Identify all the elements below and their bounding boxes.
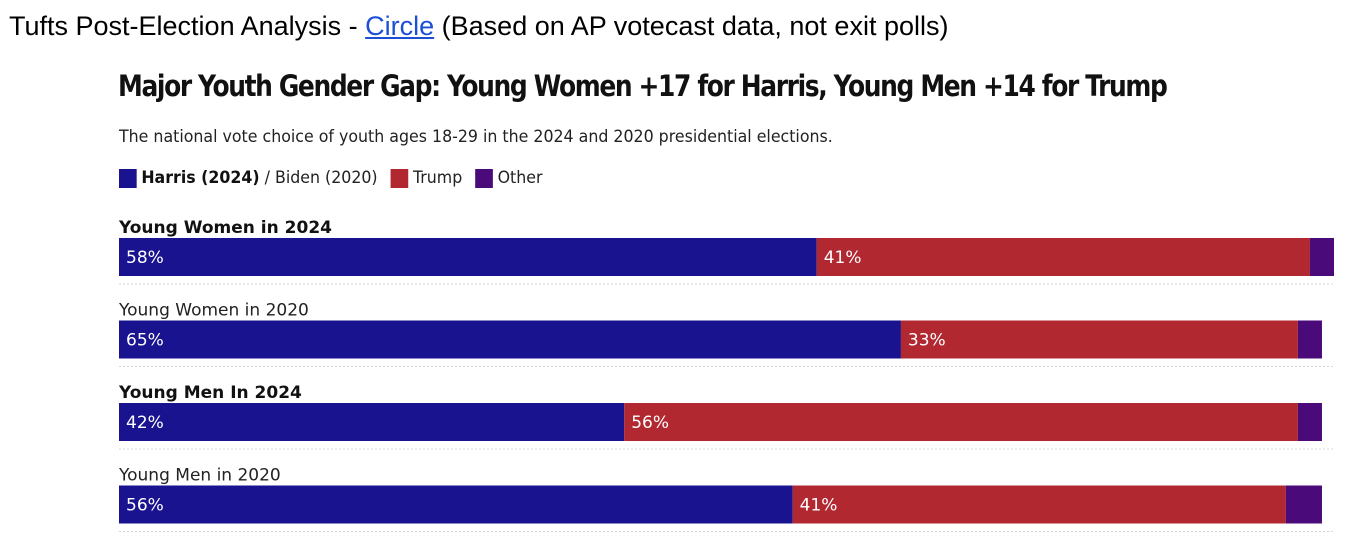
bar-trump-2 (624, 403, 1298, 441)
legend-label-harris: Harris (2024) / Biden (2020) (141, 168, 377, 188)
bar-other-0 (1309, 238, 1334, 276)
bar-other-3 (1285, 485, 1322, 524)
category-label-0: Young Women in 2024 (118, 218, 332, 238)
legend-label-other: Other (497, 168, 543, 188)
data-label-trump-1: 33% (908, 331, 946, 351)
legend-item-other: Other (475, 168, 542, 188)
legend-swatch-harris (119, 168, 137, 188)
chart-subtitle: The national vote choice of youth ages 1… (119, 127, 833, 147)
chart-title: Major Youth Gender Gap: Young Women +17 … (118, 69, 1168, 103)
legend-swatch-other (475, 168, 493, 188)
bar-trump-3 (792, 485, 1286, 524)
legend-label-biden: / Biden (2020) (259, 168, 378, 188)
legend-item-harris: Harris (2024) / Biden (2020) (119, 168, 378, 188)
bar-trump-0 (816, 238, 1310, 276)
data-label-trump-3: 41% (800, 496, 838, 516)
data-label-harris-1: 65% (126, 331, 164, 351)
page-header: Tufts Post-Election Analysis - Circle (B… (9, 9, 948, 43)
legend-label-harris-bold: Harris (2024) (141, 168, 260, 188)
bar-harris-0 (119, 238, 817, 276)
category-label-2: Young Men In 2024 (118, 383, 302, 403)
category-label-3: Young Men in 2020 (118, 466, 281, 486)
circle-link[interactable]: Circle (365, 11, 435, 41)
data-label-harris-0: 58% (126, 248, 164, 268)
bar-harris-3 (119, 485, 793, 524)
header-suffix: (Based on AP votecast data, not exit pol… (434, 11, 949, 41)
header-prefix: Tufts Post-Election Analysis - (9, 11, 366, 41)
bar-harris-2 (119, 403, 625, 441)
data-label-harris-2: 42% (126, 413, 164, 433)
legend-label-trump: Trump (412, 168, 463, 188)
legend-item-trump: Trump (390, 168, 463, 188)
data-label-trump-0: 41% (824, 248, 862, 268)
bar-harris-1 (119, 320, 901, 359)
bar-trump-1 (900, 320, 1298, 359)
bar-other-2 (1297, 403, 1322, 441)
category-label-1: Young Women in 2020 (118, 301, 309, 321)
data-label-trump-2: 56% (631, 413, 669, 433)
data-label-harris-3: 56% (126, 496, 164, 516)
legend-swatch-trump (390, 168, 409, 188)
chart-legend: Harris (2024) / Biden (2020) Trump Other (119, 166, 556, 190)
bar-other-1 (1297, 320, 1322, 359)
